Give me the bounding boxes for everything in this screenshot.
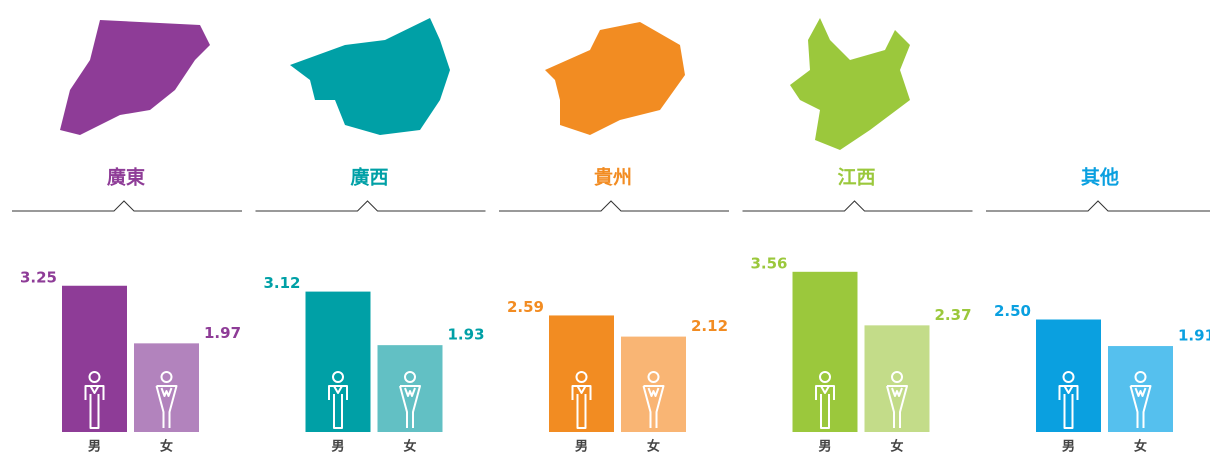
map-guangxi bbox=[290, 18, 450, 135]
person-head bbox=[404, 371, 416, 383]
divider bbox=[742, 200, 973, 212]
person-icon bbox=[886, 385, 908, 428]
panel-title: 江西 bbox=[837, 167, 875, 189]
value-label: 1.93 bbox=[448, 326, 485, 344]
bar bbox=[1036, 319, 1101, 432]
person-head bbox=[1062, 371, 1075, 383]
bar bbox=[621, 336, 686, 432]
divider bbox=[12, 200, 242, 212]
category-label: 女 bbox=[1134, 439, 1147, 455]
panel-title: 貴州 bbox=[594, 166, 632, 189]
person-icon bbox=[328, 385, 348, 429]
panel-title: 廣東 bbox=[107, 166, 145, 189]
category-label: 男 bbox=[575, 440, 588, 455]
value-label: 2.59 bbox=[507, 298, 544, 316]
value-label: 3.25 bbox=[20, 268, 57, 286]
person-head bbox=[647, 371, 660, 383]
bar bbox=[62, 285, 127, 432]
maps bbox=[60, 18, 910, 150]
bar bbox=[377, 345, 443, 432]
person-icon bbox=[155, 385, 178, 428]
category-label: 男 bbox=[331, 440, 344, 455]
bar bbox=[864, 325, 930, 432]
bar bbox=[549, 315, 614, 432]
person-head bbox=[819, 371, 831, 383]
value-label: 3.12 bbox=[263, 274, 300, 292]
value-label: 1.97 bbox=[204, 324, 241, 342]
person-head bbox=[88, 371, 101, 383]
map-guangdong bbox=[60, 20, 210, 135]
person-icon bbox=[815, 385, 835, 429]
person-head bbox=[332, 371, 344, 383]
person-head bbox=[1134, 371, 1147, 383]
person-icon bbox=[571, 385, 592, 429]
value-label: 2.50 bbox=[994, 302, 1031, 320]
person-icon bbox=[84, 385, 105, 429]
person-icon bbox=[399, 385, 421, 428]
map-guizhou bbox=[545, 22, 685, 135]
bar bbox=[792, 271, 858, 432]
panel-title: 廣西 bbox=[350, 166, 388, 189]
category-label: 女 bbox=[403, 439, 416, 455]
bar bbox=[305, 291, 371, 432]
person-icon bbox=[1058, 385, 1079, 429]
divider bbox=[986, 200, 1210, 212]
person-head bbox=[891, 371, 903, 383]
category-label: 男 bbox=[1062, 440, 1075, 455]
category-label: 男 bbox=[88, 440, 101, 455]
value-label: 1.91 bbox=[1178, 327, 1210, 345]
person-head bbox=[575, 371, 588, 383]
value-label: 2.37 bbox=[935, 306, 972, 324]
person-head bbox=[160, 371, 173, 383]
category-label: 男 bbox=[818, 440, 831, 455]
bar bbox=[134, 343, 199, 432]
divider bbox=[255, 200, 486, 212]
person-icon bbox=[1129, 385, 1152, 428]
category-label: 女 bbox=[890, 439, 903, 455]
category-label: 女 bbox=[160, 439, 173, 455]
map-jiangxi bbox=[790, 18, 910, 150]
panel-title: 其他 bbox=[1081, 166, 1119, 189]
person-icon bbox=[642, 385, 665, 428]
divider bbox=[499, 200, 729, 212]
bar bbox=[1108, 346, 1173, 432]
value-label: 3.56 bbox=[750, 254, 787, 272]
category-label: 女 bbox=[647, 439, 660, 455]
value-label: 2.12 bbox=[691, 317, 728, 335]
